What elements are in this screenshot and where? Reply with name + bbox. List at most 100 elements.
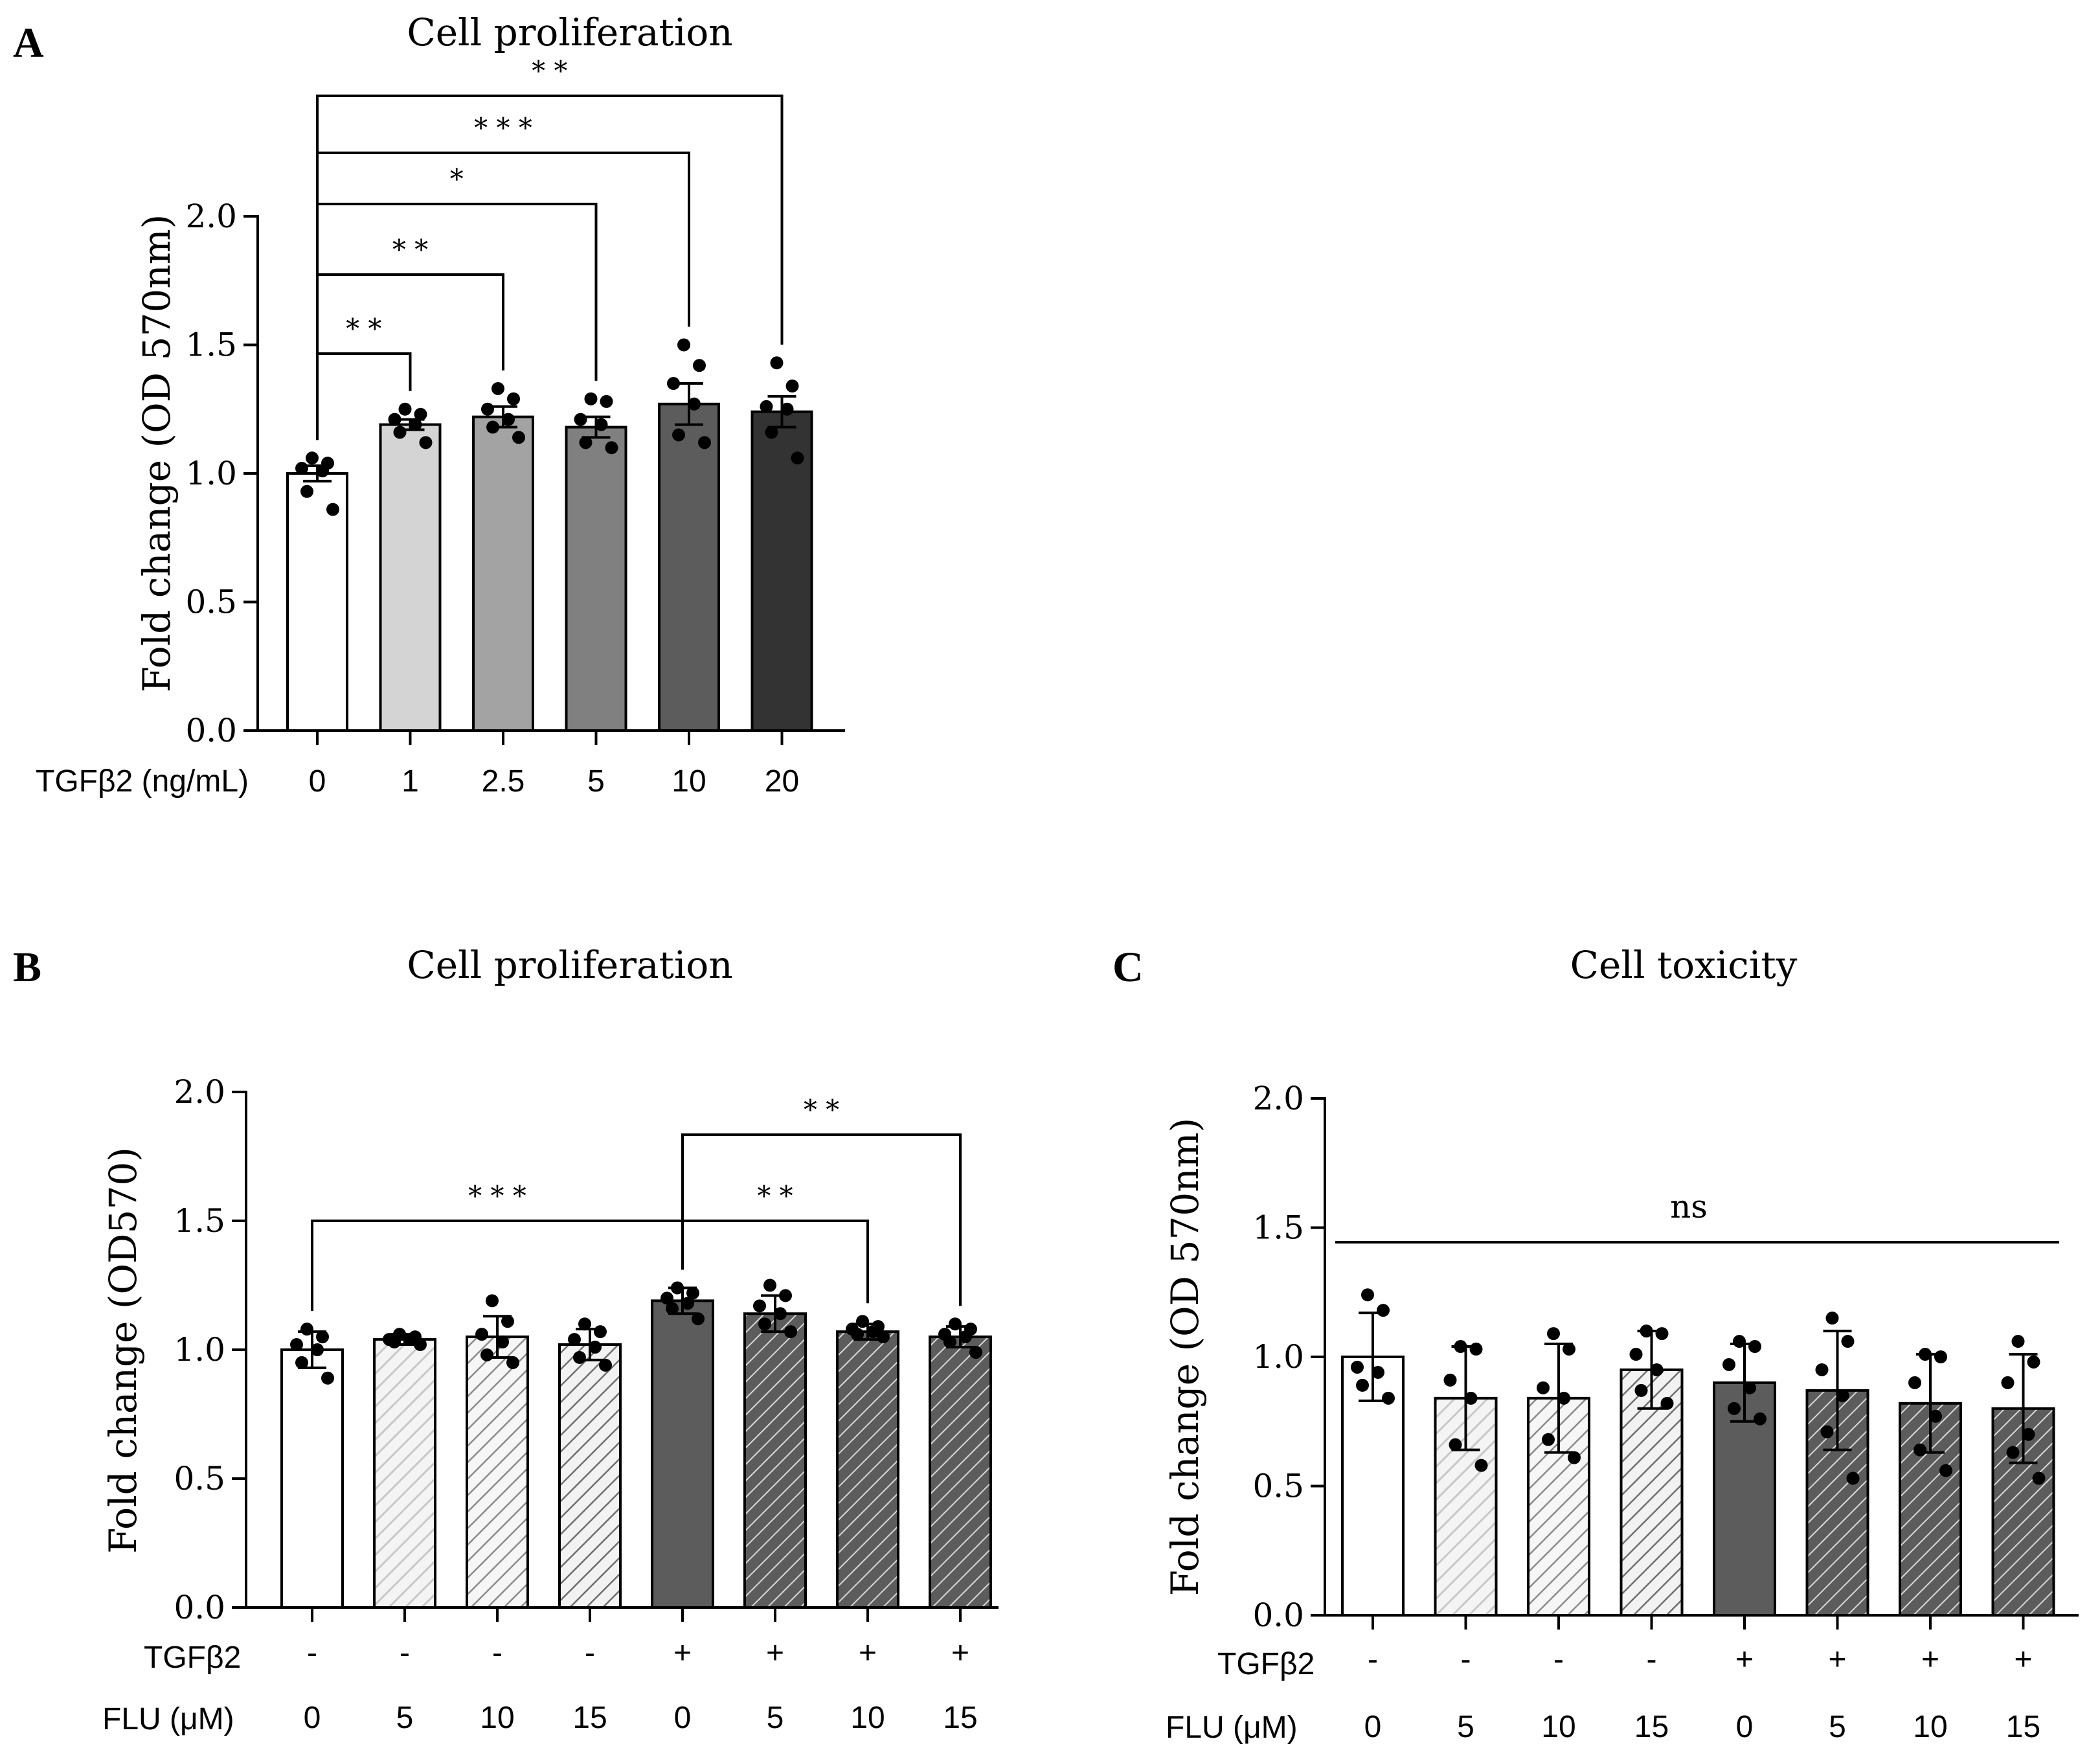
panel-c-data-point [1449, 1438, 1462, 1451]
panel-b-ytick-label: 2.0 [174, 1073, 225, 1111]
panel-c-flu-label: 0 [1364, 1710, 1382, 1744]
panel-a-data-point [677, 338, 690, 352]
panel-c-chart: 0.0 0.5 1.0 1.5 2.0 - 0 - 5 - 10 - 15 +0 +5 +10 +15 ns [1252, 1080, 2079, 1744]
panel-a-significance-label: * * [346, 313, 381, 345]
panel-b-flu-label: 0 [674, 1701, 692, 1735]
panel-b-flu-label: 10 [480, 1701, 514, 1735]
panel-c-tgf-label: + [2014, 1642, 2032, 1677]
panel-b-data-point [681, 1297, 694, 1310]
panel-c-data-point [2032, 1471, 2046, 1485]
panel-b-flu-label: 15 [943, 1701, 977, 1735]
panel-c-data-point [1815, 1363, 1829, 1376]
panel-b-data-point [300, 1323, 313, 1336]
panel-b-data-point [480, 1348, 493, 1361]
panel-c-data-point [1464, 1391, 1478, 1405]
panel-b-data-point [403, 1333, 416, 1346]
panel-b-significance-label: * * [804, 1094, 839, 1126]
panel-b-data-point [856, 1315, 869, 1328]
panel-c-data-point [1557, 1391, 1570, 1405]
panel-c-data-point [1443, 1373, 1457, 1387]
panel-a-data-point [760, 400, 773, 413]
panel-a-bar [565, 426, 627, 732]
panel-b-data-point [573, 1350, 586, 1364]
panel-a-data-point [584, 392, 598, 405]
panel-b-data-point [671, 1281, 684, 1295]
panel-a-categories-label: 20 [765, 764, 799, 799]
panel-b-bar [743, 1312, 807, 1609]
panel-c-data-point [1356, 1378, 1369, 1392]
panel-c-data-point [1929, 1409, 1942, 1423]
panel-a-data-point [409, 418, 422, 431]
panel-b-bar [466, 1335, 529, 1609]
panel-c-data-point [1351, 1360, 1364, 1374]
panel-c-data-point [1650, 1363, 1664, 1376]
panel-a-data-point [388, 413, 401, 426]
panel-b-data-point [496, 1335, 509, 1349]
panel-c-data-point [1939, 1464, 1952, 1477]
panel-a-data-point [693, 359, 706, 372]
panel-c-data-point [1372, 1365, 1384, 1379]
panel-c-data-point [1634, 1383, 1648, 1397]
panel-b-row-label-tgf: TGFβ2 [144, 1641, 241, 1675]
panel-a-data-point [491, 381, 504, 395]
panel-a-significance-label: * * [392, 234, 428, 266]
panel-a-data-point [770, 356, 784, 370]
panel-c-tgf-label: + [1921, 1642, 1939, 1677]
panel-a-ytick-label: 1.5 [185, 326, 237, 364]
panel-b-data-point [501, 1315, 514, 1328]
panel-c-flu-label: 10 [1913, 1710, 1947, 1744]
panel-a-data-point [481, 402, 494, 416]
panel-b-title: Cell proliferation [407, 943, 732, 987]
panel-b-data-point [866, 1325, 879, 1339]
panel-c-flu-label: 0 [1736, 1710, 1754, 1744]
panel-letter-b: B [13, 944, 41, 991]
panel-a-data-point [300, 484, 313, 498]
panel-b-tgf-label: + [951, 1636, 969, 1670]
panel-a-data-point [414, 407, 427, 421]
panel-a-data-point [600, 394, 613, 408]
panel-a-data-point [295, 462, 308, 475]
panel-c-data-point [1655, 1327, 1669, 1341]
panel-a-ytick-label: 1.0 [185, 455, 237, 492]
panel-a-data-point [507, 392, 520, 405]
panel-c-data-point [1563, 1343, 1575, 1356]
panel-a-significance-label: * * * [474, 112, 532, 144]
panel-c-data-point [1660, 1396, 1674, 1410]
panel-a-bar [658, 402, 720, 732]
panel-a-categories-label: 10 [672, 764, 706, 799]
panel-a-data-point [672, 428, 685, 442]
panel-c-tgf-label: + [1828, 1642, 1846, 1677]
panel-b-tgf-label: - [400, 1636, 410, 1670]
panel-b-flu-label: 5 [767, 1701, 784, 1735]
panel-b-tgf-label: - [585, 1636, 595, 1670]
panel-b-data-point [486, 1294, 499, 1308]
panel-b-data-point [578, 1317, 591, 1331]
panel-a-data-point [326, 503, 339, 516]
panel-b-data-point [758, 1317, 771, 1331]
panel-b-data-point [692, 1312, 705, 1326]
panel-b-tgf-label: + [766, 1636, 784, 1670]
panel-b-bar [280, 1348, 344, 1609]
panel-a-data-point [398, 402, 412, 416]
panel-c-data-point [2001, 1376, 2015, 1389]
panel-c-flu-label: 10 [1541, 1710, 1575, 1744]
panel-a-data-point [780, 402, 794, 416]
panel-c-data-point [1825, 1312, 1839, 1325]
panel-c-flu-label: 5 [1457, 1710, 1474, 1744]
panel-c-flu-label: 5 [1829, 1710, 1846, 1744]
panel-c-data-point [2011, 1335, 2025, 1348]
panel-c-data-point [1382, 1391, 1395, 1405]
panel-a-bar [286, 472, 348, 732]
panel-b-tgf-label: - [307, 1636, 317, 1670]
panel-c-title: Cell toxicity [1570, 943, 1798, 987]
panel-b-bar [929, 1335, 992, 1609]
panel-c-flu-label: 15 [2006, 1710, 2040, 1744]
panel-a-data-point [419, 436, 433, 449]
panel-c-tgf-label: - [1553, 1642, 1564, 1677]
panel-a-data-point [605, 441, 618, 455]
panel-c-row-label-flu: FLU (μM) [1166, 1710, 1298, 1745]
panel-b-data-point [589, 1341, 602, 1354]
panel-c-data-point [1454, 1340, 1467, 1354]
panel-b-bar [373, 1338, 436, 1609]
panel-b-tgf-label: + [859, 1636, 877, 1670]
